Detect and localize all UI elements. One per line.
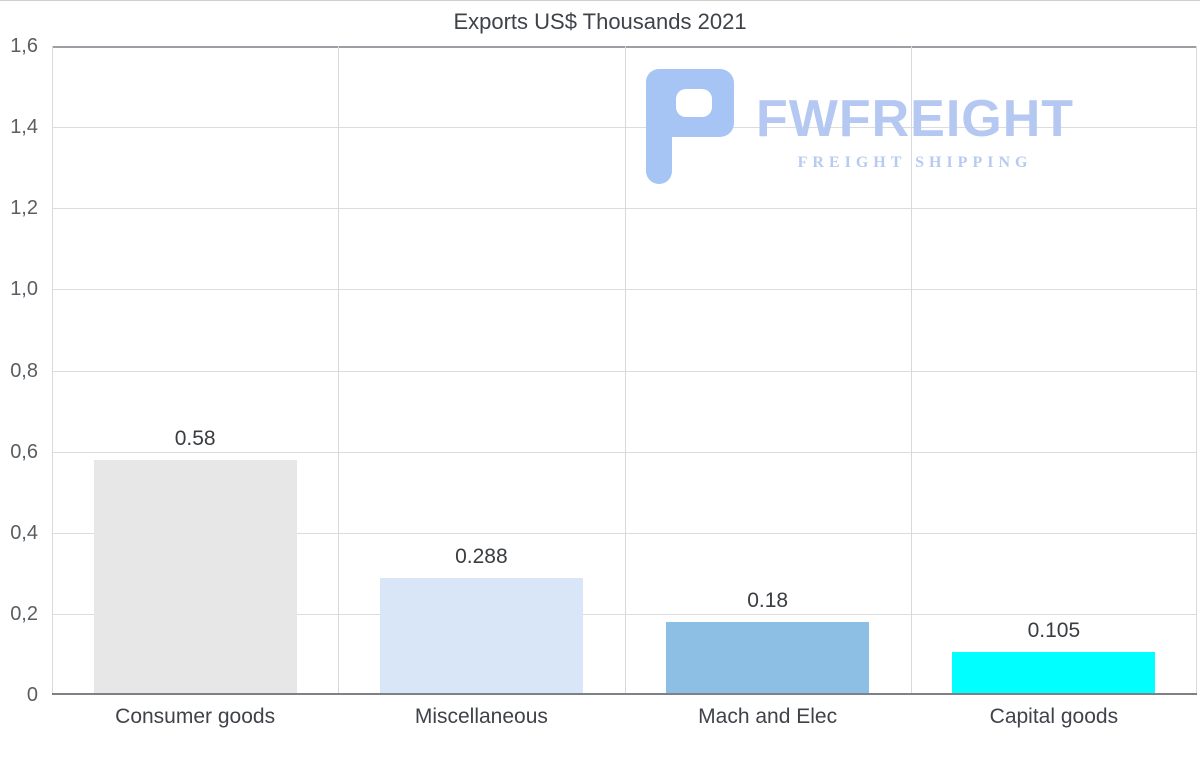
bar-value-consumer-goods: 0.58 xyxy=(174,426,216,450)
chart-title: Exports US$ Thousands 2021 xyxy=(453,9,747,34)
grid-layer xyxy=(52,46,1197,695)
fwfreight-logo-icon xyxy=(646,69,734,184)
category-band-miscellaneous: 0.288 xyxy=(338,46,624,695)
y-tick-label: 0,8 xyxy=(10,359,38,382)
x-gridline xyxy=(624,46,626,695)
logo-counter-notch xyxy=(676,89,712,117)
x-axis: Consumer goods Miscellaneous Mach and Elec… xyxy=(52,705,1197,729)
bar-miscellaneous xyxy=(379,578,583,695)
bar-mach-and-elec xyxy=(666,622,870,695)
category-band-mach-and-elec: 0.18 xyxy=(625,46,911,695)
bar-value-mach-and-elec: 0.18 xyxy=(747,589,789,612)
bar-value-miscellaneous: 0.288 xyxy=(455,545,508,569)
x-axis-label-capital-goods: Capital goods xyxy=(989,705,1119,728)
brand-tagline: FREIGHT SHIPPING xyxy=(797,154,1033,171)
plot-area: 0.58 0.288 0.18 0.105 xyxy=(52,46,1197,695)
y-axis: 0 0,2 0,4 0,6 0,8 1,0 1,2 1,4 1,6 xyxy=(0,35,44,706)
brand-name: FWFREIGHT xyxy=(756,90,1075,148)
y-tick-label: 1,4 xyxy=(10,116,38,139)
x-axis-label-consumer-goods: Consumer goods xyxy=(115,705,276,728)
x-gridline xyxy=(52,46,53,695)
y-tick-label: 0,2 xyxy=(10,602,38,625)
bar-consumer-goods xyxy=(93,459,297,695)
y-tick-label: 0 xyxy=(26,684,38,706)
x-gridline xyxy=(1196,46,1197,695)
y-tick-label: 1,6 xyxy=(10,35,38,57)
category-band-capital-goods: 0.105 xyxy=(911,46,1197,695)
y-tick-label: 1,0 xyxy=(10,278,38,301)
y-tick-label: 0,4 xyxy=(10,521,38,544)
logo-text: FWFREIGHT FREIGHT SHIPPING xyxy=(756,93,1074,184)
x-axis-baseline xyxy=(52,693,1197,695)
bar-capital-goods xyxy=(952,652,1156,695)
y-tick-label: 1,2 xyxy=(10,197,38,220)
watermark-logo: FWFREIGHT FREIGHT SHIPPING xyxy=(646,69,1074,184)
category-band-consumer-goods: 0.58 xyxy=(52,46,338,695)
x-gridline xyxy=(338,46,340,695)
x-axis-label-miscellaneous: Miscellaneous xyxy=(414,705,548,728)
x-gridline xyxy=(910,46,912,695)
x-axis-label-mach-and-elec: Mach and Elec xyxy=(698,705,838,728)
bar-value-capital-goods: 0.105 xyxy=(1027,619,1081,643)
y-tick-label: 0,6 xyxy=(10,440,38,463)
bars-layer: 0.58 0.288 0.18 0.105 xyxy=(52,46,1197,695)
